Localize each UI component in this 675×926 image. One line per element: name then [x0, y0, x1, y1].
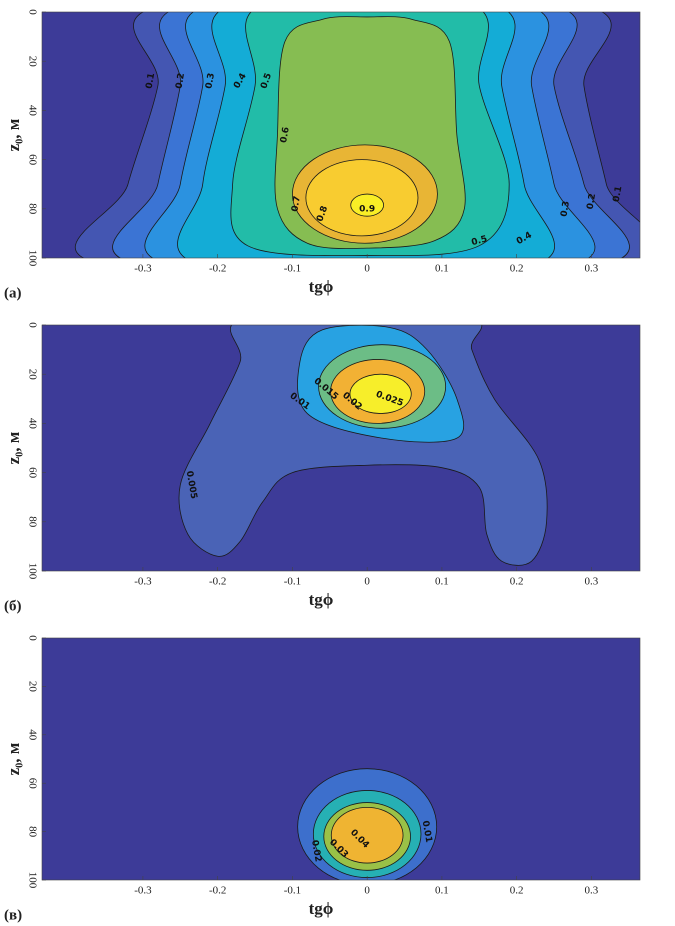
contour-label: 0.1 — [145, 72, 158, 89]
plot-frame — [41, 637, 641, 881]
y-axis-label: z₀, м — [4, 742, 23, 775]
x-tick-label: 0.3 — [585, 885, 599, 897]
x-tick-label: 0.2 — [510, 263, 524, 275]
y-tick-label: 20 — [26, 369, 38, 381]
panel: 0.010.02 0.030.04-0.3 -0.2 -0.1 0 0.1 0.2 0.302… — [4, 635, 641, 923]
y-tick-label: 60 — [26, 154, 38, 166]
y-tick-label: 100 — [26, 872, 38, 889]
y-tick-label: 80 — [26, 826, 38, 838]
x-tick-label: 0 — [364, 263, 370, 275]
x-tick-label: 0.2 — [510, 576, 524, 588]
x-tick-label: -0.1 — [284, 263, 301, 275]
x-tick-label: -0.2 — [209, 885, 226, 897]
x-tick-label: -0.3 — [134, 885, 152, 897]
contour-label: 0.02 — [309, 839, 323, 863]
contours: 0.1 0.2 0.3 0.4 0.50.60.70.8 0.90.10.20.30.40… — [75, 12, 640, 258]
contour-region — [350, 193, 385, 217]
x-axis-label: tgϕ — [309, 590, 334, 609]
x-tick-label: 0.1 — [435, 885, 449, 897]
contours: 0.010.02 0.030.04 — [297, 768, 438, 880]
contour-label: 0.3 — [559, 200, 572, 217]
panel-label: (в) — [4, 907, 22, 923]
y-tick-label: 0 — [26, 635, 38, 641]
contour-label: 0.01 — [420, 820, 434, 844]
plot-frame — [41, 11, 641, 259]
contour-region — [178, 325, 548, 566]
x-tick-label: 0.3 — [585, 263, 599, 275]
y-tick-label: 40 — [26, 729, 38, 741]
y-tick-label: 60 — [26, 778, 38, 790]
panel-label: (б) — [4, 598, 22, 614]
y-tick-label: 60 — [26, 467, 38, 479]
contour-label: 0.1 — [612, 185, 625, 202]
y-tick-label: 100 — [26, 250, 38, 267]
y-tick-label: 80 — [26, 203, 38, 215]
panel-label: (а) — [4, 285, 22, 301]
x-tick-label: -0.3 — [134, 576, 152, 588]
x-tick-label: 0 — [364, 576, 370, 588]
x-tick-label: 0.3 — [585, 576, 599, 588]
x-tick-label: -0.2 — [209, 263, 226, 275]
y-tick-label: 0 — [26, 9, 38, 15]
y-tick-label: 0 — [26, 322, 38, 328]
y-tick-label: 20 — [26, 681, 38, 693]
y-tick-label: 40 — [26, 105, 38, 117]
x-axis-label: tgϕ — [309, 277, 334, 296]
x-axis-label: tgϕ — [309, 899, 334, 918]
contour-region — [330, 806, 404, 864]
contour-label: 0.3 — [204, 72, 217, 89]
y-tick-label: 20 — [26, 56, 38, 67]
panel: 0.1 0.2 0.3 0.4 0.50.60.70.8 0.90.10.20.30.40… — [4, 9, 641, 301]
x-tick-label: -0.3 — [134, 263, 152, 275]
x-tick-label: 0.1 — [435, 263, 449, 275]
y-tick-label: 80 — [26, 516, 38, 528]
x-tick-label: -0.1 — [284, 885, 301, 897]
x-tick-label: -0.2 — [209, 576, 226, 588]
contour-label: 0.2 — [174, 72, 187, 89]
x-tick-label: 0.2 — [510, 885, 524, 897]
y-axis-label: z₀, м — [4, 431, 23, 464]
x-tick-label: 0 — [364, 885, 370, 897]
y-axis-label: z₀, м — [4, 118, 23, 151]
y-tick-label: 100 — [26, 563, 38, 580]
contour-label: 0.005 — [184, 470, 199, 500]
contour-region — [349, 373, 412, 414]
x-tick-label: -0.1 — [284, 576, 301, 588]
plot-frame — [41, 324, 641, 572]
contour-label: 0.6 — [279, 126, 292, 143]
contour-label: 0.5 — [470, 234, 488, 248]
y-tick-label: 40 — [26, 418, 38, 430]
contour-label: 0.9 — [359, 204, 375, 214]
contour-label: 0.2 — [586, 193, 599, 210]
x-tick-label: 0.1 — [435, 576, 449, 588]
contour-label: 0.7 — [290, 195, 303, 212]
